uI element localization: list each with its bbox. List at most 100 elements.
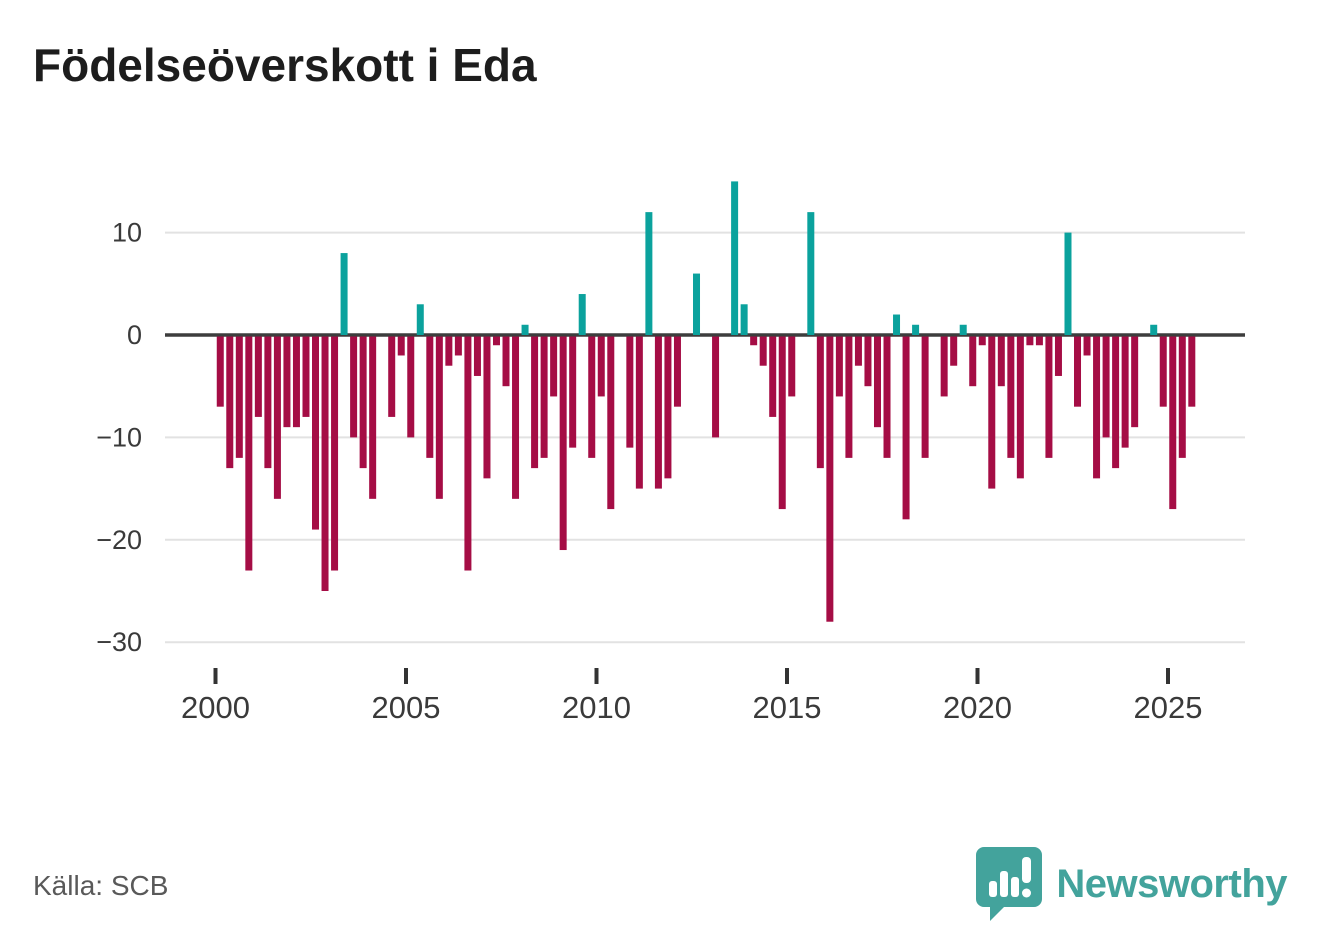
- bar-2017Q3: [883, 336, 891, 458]
- bar-2008Q3: [540, 336, 548, 458]
- bar-2012Q3: [693, 273, 701, 335]
- birth-surplus-bar-chart: 10 0 −10 −20 −30 2000 2005 2010 2015 2020 2025: [96, 181, 1245, 725]
- bar-2019Q3: [959, 324, 967, 335]
- bar-2018Q3: [921, 336, 929, 458]
- bar-2023Q3: [1112, 336, 1120, 469]
- y-tick-label-0: 0: [127, 320, 142, 350]
- bar-2019Q2: [950, 336, 958, 366]
- x-tick-label-2015: 2015: [753, 690, 822, 725]
- bar-2009Q1: [559, 336, 567, 551]
- y-tick-label-10: 10: [112, 218, 142, 248]
- bar-2004Q1: [369, 336, 377, 499]
- bar-2003Q3: [350, 336, 358, 438]
- bar-2010Q2: [607, 336, 615, 510]
- bar-2021Q4: [1045, 336, 1053, 458]
- bar-2016Q4: [854, 336, 862, 366]
- bar-2002Q4: [321, 336, 329, 591]
- source-caption: Källa: SCB: [33, 870, 169, 901]
- bar-2023Q1: [1093, 336, 1101, 479]
- bar-2014Q2: [759, 336, 767, 366]
- bar-2003Q4: [359, 336, 367, 469]
- bar-2005Q2: [416, 304, 424, 335]
- bar-2009Q3: [578, 294, 586, 335]
- bar-2014Q4: [778, 336, 786, 510]
- x-tick-label-2020: 2020: [943, 690, 1012, 725]
- y-tick-label--20: −20: [96, 525, 142, 555]
- newsworthy-brand: Newsworthy: [976, 845, 1287, 923]
- bar-2005Q1: [407, 336, 415, 438]
- bar-2023Q2: [1102, 336, 1110, 438]
- bar-2004Q3: [388, 336, 396, 417]
- bar-2023Q4: [1121, 336, 1129, 448]
- bar-2022Q1: [1054, 336, 1062, 376]
- bar-2020Q4: [1007, 336, 1015, 458]
- x-tick-label-2010: 2010: [562, 690, 631, 725]
- bar-2000Q2: [226, 336, 234, 469]
- bar-2007Q4: [512, 336, 520, 499]
- bar-2001Q2: [264, 336, 272, 469]
- bar-2010Q1: [597, 336, 605, 397]
- bar-2006Q3: [464, 336, 472, 571]
- bar-2017Q1: [864, 336, 872, 387]
- y-tick-label--10: −10: [96, 422, 142, 452]
- bar-2024Q3: [1150, 324, 1158, 335]
- bar-2017Q4: [893, 314, 901, 335]
- bar-2013Q4: [740, 304, 748, 335]
- x-tick-label-2025: 2025: [1134, 690, 1203, 725]
- bar-2000Q4: [245, 336, 253, 571]
- bar-2009Q2: [569, 336, 577, 448]
- bar-2003Q1: [331, 336, 339, 571]
- bar-2000Q3: [235, 336, 243, 458]
- bar-2011Q2: [645, 212, 653, 335]
- bar-2015Q1: [788, 336, 796, 397]
- bar-2020Q3: [997, 336, 1005, 387]
- bar-2014Q1: [750, 336, 758, 346]
- bar-2016Q1: [826, 336, 834, 622]
- bar-2022Q4: [1083, 336, 1091, 356]
- bar-2000Q1: [216, 336, 224, 407]
- bar-2007Q1: [483, 336, 491, 479]
- bar-2020Q2: [988, 336, 996, 489]
- bar-2021Q2: [1026, 336, 1034, 346]
- x-tick-label-2005: 2005: [372, 690, 441, 725]
- bar-2009Q4: [588, 336, 596, 458]
- bar-2015Q4: [816, 336, 824, 469]
- bar-2025Q1: [1169, 336, 1177, 510]
- bar-2022Q3: [1074, 336, 1082, 407]
- bar-2006Q2: [454, 336, 462, 356]
- x-tick-label-2000: 2000: [181, 690, 250, 725]
- bar-2002Q1: [292, 336, 300, 428]
- bar-2012Q1: [673, 336, 681, 407]
- bar-2024Q1: [1131, 336, 1139, 428]
- bar-2006Q1: [445, 336, 453, 366]
- newsworthy-wordmark: Newsworthy: [1056, 861, 1287, 906]
- bar-2011Q3: [654, 336, 662, 489]
- bar-2001Q1: [254, 336, 262, 417]
- chart-title: Födelseöverskott i Eda: [33, 39, 537, 91]
- bar-2015Q3: [807, 212, 815, 335]
- bar-2020Q1: [978, 336, 986, 346]
- bar-2018Q1: [902, 336, 910, 520]
- bar-2025Q2: [1178, 336, 1186, 458]
- bar-2002Q2: [302, 336, 310, 417]
- bar-2014Q3: [769, 336, 777, 417]
- bar-2002Q3: [312, 336, 320, 530]
- bar-2025Q3: [1188, 336, 1196, 407]
- bar-2007Q3: [502, 336, 510, 387]
- bar-2001Q3: [273, 336, 281, 499]
- bar-2008Q1: [521, 324, 529, 335]
- bar-2019Q4: [969, 336, 977, 387]
- newsworthy-logo-icon: [976, 847, 1043, 921]
- bar-2013Q3: [731, 181, 739, 335]
- bar-2008Q2: [531, 336, 539, 469]
- bar-2017Q2: [873, 336, 881, 428]
- bar-2005Q3: [426, 336, 434, 458]
- bar-2001Q4: [283, 336, 291, 428]
- bar-2024Q4: [1159, 336, 1167, 407]
- bar-2021Q1: [1016, 336, 1024, 479]
- bar-2010Q4: [626, 336, 634, 448]
- bar-2003Q2: [340, 253, 348, 335]
- bar-2011Q1: [635, 336, 643, 489]
- bar-2006Q4: [473, 336, 481, 376]
